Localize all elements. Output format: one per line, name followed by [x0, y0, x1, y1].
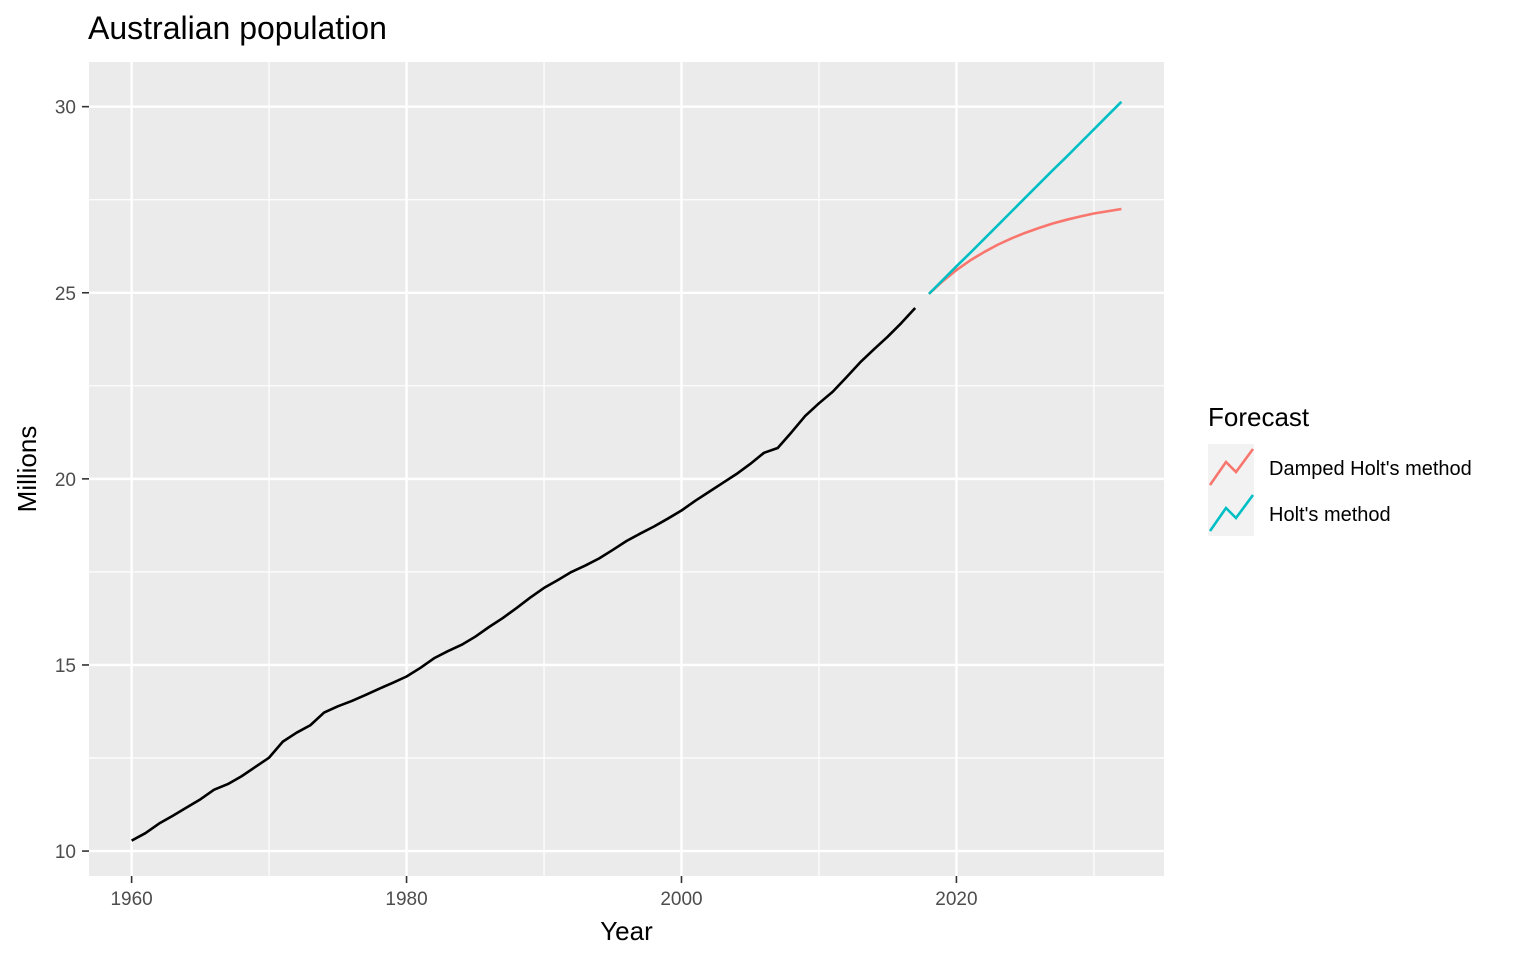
- y-axis-title: Millions: [12, 426, 42, 513]
- legend: Forecast Damped Holt's method Holt's meth…: [1208, 402, 1472, 536]
- plot-panel: [89, 62, 1164, 876]
- y-tick-label: 30: [55, 98, 76, 119]
- x-tick-label: 2020: [935, 889, 977, 910]
- y-tick-label: 10: [55, 842, 76, 863]
- y-tick-label: 25: [55, 284, 76, 305]
- legend-key-holt: [1208, 494, 1255, 532]
- major-gridlines: [89, 62, 1164, 876]
- holt-series-line: [928, 100, 1123, 295]
- series-layer: [131, 100, 1123, 842]
- x-tick-label: 2000: [660, 889, 702, 910]
- tick-labels: 1960 1980 2000 2020 10 15 20 25 30: [55, 98, 978, 910]
- legend-key-damped-holt: [1208, 448, 1255, 486]
- x-axis-title: Year: [600, 916, 653, 946]
- legend-title: Forecast: [1208, 402, 1310, 432]
- legend-label-damped-holt: Damped Holt's method: [1269, 458, 1472, 480]
- y-tick-label: 15: [55, 656, 76, 677]
- damped-holt-series-line: [928, 207, 1122, 295]
- y-tick-label: 20: [55, 470, 76, 491]
- observed-series-line: [131, 307, 917, 842]
- chart-title: Australian population: [88, 10, 387, 46]
- x-tick-label: 1960: [110, 889, 152, 910]
- x-tick-label: 1980: [385, 889, 427, 910]
- axis-ticks: [82, 105, 958, 883]
- legend-label-holt: Holt's method: [1269, 504, 1391, 526]
